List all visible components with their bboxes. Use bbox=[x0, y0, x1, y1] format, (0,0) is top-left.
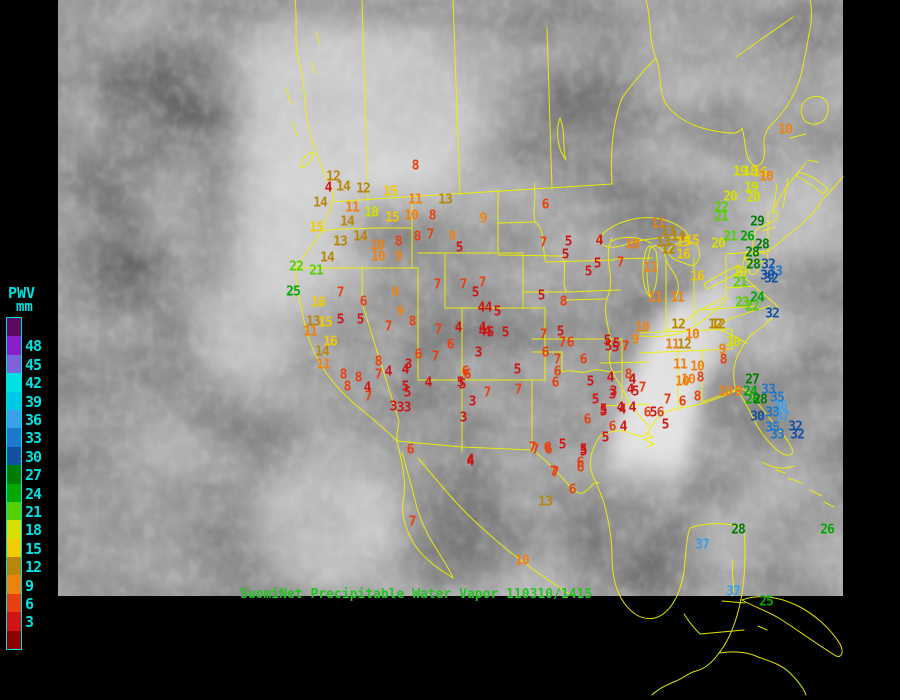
legend-value: 45 bbox=[25, 355, 42, 374]
legend-swatch bbox=[7, 630, 21, 650]
legend-swatch bbox=[7, 391, 21, 410]
legend-swatch bbox=[7, 446, 21, 466]
legend-value: 42 bbox=[25, 374, 42, 393]
legend-value: 12 bbox=[25, 558, 42, 577]
map-title: SuomiNet Precipitable Water Vapor 110310… bbox=[240, 587, 593, 602]
legend-swatch bbox=[7, 409, 21, 429]
legend-swatch bbox=[7, 501, 21, 521]
legend-value: 3 bbox=[25, 613, 34, 632]
legend-swatch bbox=[7, 318, 21, 337]
legend-value: 33 bbox=[25, 429, 42, 448]
legend-swatch bbox=[7, 538, 21, 558]
legend-title: PWV bbox=[8, 284, 36, 302]
legend-value: 9 bbox=[25, 576, 34, 595]
legend-value: 30 bbox=[25, 447, 42, 466]
map-borders bbox=[285, 0, 844, 696]
legend-swatch bbox=[7, 354, 21, 374]
legend-value: 36 bbox=[25, 411, 42, 429]
legend-swatch bbox=[7, 428, 21, 447]
legend-swatch bbox=[7, 593, 21, 613]
legend-value: 24 bbox=[25, 484, 42, 503]
legend-value: 18 bbox=[25, 521, 42, 540]
legend-swatch bbox=[7, 575, 21, 594]
legend-swatch bbox=[7, 373, 21, 392]
legend-swatch bbox=[7, 336, 21, 355]
legend-swatch bbox=[7, 520, 21, 539]
legend-swatch bbox=[7, 483, 21, 502]
legend-swatch bbox=[7, 557, 21, 576]
legend-value: 15 bbox=[25, 539, 42, 558]
legend-swatch-column bbox=[6, 317, 22, 651]
legend-value: 21 bbox=[25, 503, 42, 521]
legend-value: 48 bbox=[25, 337, 42, 356]
legend-swatch bbox=[7, 612, 21, 631]
legend-swatch bbox=[7, 465, 21, 484]
legend-value: 27 bbox=[25, 466, 42, 485]
legend-value: 6 bbox=[25, 595, 34, 613]
satellite-imagery bbox=[58, 0, 843, 596]
legend-value: 39 bbox=[25, 392, 42, 411]
legend-units: mm bbox=[16, 299, 33, 315]
